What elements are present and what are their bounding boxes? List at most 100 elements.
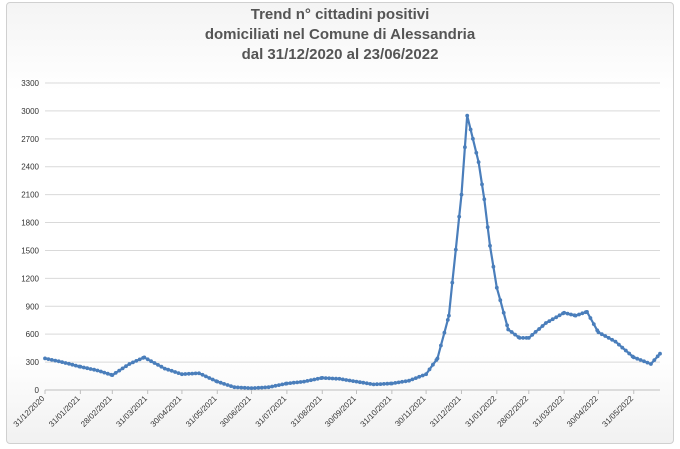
y-tick-label: 2700 xyxy=(21,135,39,144)
data-point xyxy=(256,385,261,390)
x-tick-label: 30/04/2021 xyxy=(149,394,184,429)
data-point xyxy=(410,377,415,382)
x-tick-label: 30/06/2021 xyxy=(218,394,253,429)
data-point xyxy=(67,361,71,366)
data-point xyxy=(166,367,171,372)
data-point xyxy=(623,348,628,353)
data-point xyxy=(190,371,195,376)
x-tick-label: 31/01/2022 xyxy=(464,394,499,429)
data-point xyxy=(413,376,418,380)
data-point xyxy=(544,321,548,325)
data-point xyxy=(152,361,157,365)
data-point xyxy=(635,356,640,361)
data-point xyxy=(134,359,139,363)
data-point xyxy=(204,374,208,379)
data-point xyxy=(554,315,559,320)
data-point xyxy=(530,333,535,337)
data-point xyxy=(498,298,503,303)
data-point xyxy=(142,355,147,360)
x-tick-label: 31/05/2022 xyxy=(600,394,635,429)
data-point xyxy=(457,214,462,219)
data-point xyxy=(232,385,237,390)
data-point xyxy=(547,319,552,323)
data-point xyxy=(266,385,271,390)
data-point xyxy=(197,371,201,376)
data-point xyxy=(351,379,355,383)
data-point xyxy=(320,376,325,380)
data-point xyxy=(435,356,440,361)
data-point xyxy=(501,310,506,315)
data-point xyxy=(393,381,398,385)
data-point xyxy=(229,384,233,388)
data-point xyxy=(305,379,310,383)
data-point xyxy=(468,127,473,132)
data-point xyxy=(110,373,115,377)
data-point xyxy=(285,381,289,386)
chart-title-line-1: Trend n° cittadini positivi xyxy=(250,6,430,23)
data-point xyxy=(105,371,110,376)
data-point xyxy=(417,374,422,379)
data-point xyxy=(494,285,499,290)
y-axis: 0 300 600 900 1200 1500 1800 2100 2400 2700 3000 33… xyxy=(21,79,39,395)
data-point xyxy=(162,366,167,371)
data-point xyxy=(309,378,313,383)
data-point xyxy=(78,364,83,369)
y-tick-label: 3000 xyxy=(21,107,39,116)
y-tick-label: 1500 xyxy=(21,246,39,255)
data-point xyxy=(200,372,205,377)
data-point xyxy=(337,376,342,381)
x-tick-label: 31/12/2020 xyxy=(12,394,47,429)
data-point xyxy=(43,356,47,361)
data-point xyxy=(613,339,618,344)
data-point xyxy=(431,362,435,367)
data-point xyxy=(295,380,300,385)
data-point xyxy=(149,359,154,364)
data-point xyxy=(60,360,64,364)
data-point xyxy=(340,377,345,382)
data-point xyxy=(427,367,432,372)
data-point xyxy=(642,359,646,364)
data-point xyxy=(99,369,103,374)
data-point xyxy=(277,383,281,387)
x-tick-label: 31/08/2021 xyxy=(289,394,324,429)
data-point xyxy=(537,327,541,331)
data-point xyxy=(585,310,589,314)
data-point xyxy=(215,379,220,384)
data-point xyxy=(655,354,660,359)
data-point xyxy=(480,182,484,187)
data-point xyxy=(506,327,511,332)
data-point xyxy=(474,150,479,155)
data-point xyxy=(156,363,160,367)
data-point xyxy=(390,381,394,386)
x-tick-label: 31/05/2021 xyxy=(184,394,219,429)
plot-area xyxy=(43,113,662,390)
data-point xyxy=(400,379,404,384)
data-point xyxy=(445,318,450,322)
data-point xyxy=(273,383,278,388)
data-point xyxy=(573,313,578,318)
data-point xyxy=(382,382,386,386)
data-point xyxy=(180,372,184,377)
x-tick-label: 30/11/2021 xyxy=(393,394,428,429)
series-line xyxy=(44,114,661,390)
data-point xyxy=(173,370,178,374)
data-point xyxy=(491,264,496,269)
gridlines xyxy=(45,82,660,391)
data-point xyxy=(124,364,128,369)
data-point xyxy=(658,351,662,356)
data-point xyxy=(565,311,570,316)
y-tick-label: 600 xyxy=(26,330,40,339)
data-point xyxy=(442,330,447,335)
data-point xyxy=(603,334,608,338)
data-point xyxy=(482,197,487,202)
chart-title-line-2: domiciliati nel Comune di Alessandria xyxy=(204,26,476,43)
data-point xyxy=(222,382,227,386)
data-point xyxy=(210,377,215,382)
data-point xyxy=(550,317,555,322)
x-tick-label: 31/07/2021 xyxy=(254,394,289,429)
data-point xyxy=(81,365,86,370)
data-point xyxy=(649,362,653,366)
data-point xyxy=(471,136,475,141)
data-point xyxy=(375,382,379,387)
data-point xyxy=(239,385,244,390)
